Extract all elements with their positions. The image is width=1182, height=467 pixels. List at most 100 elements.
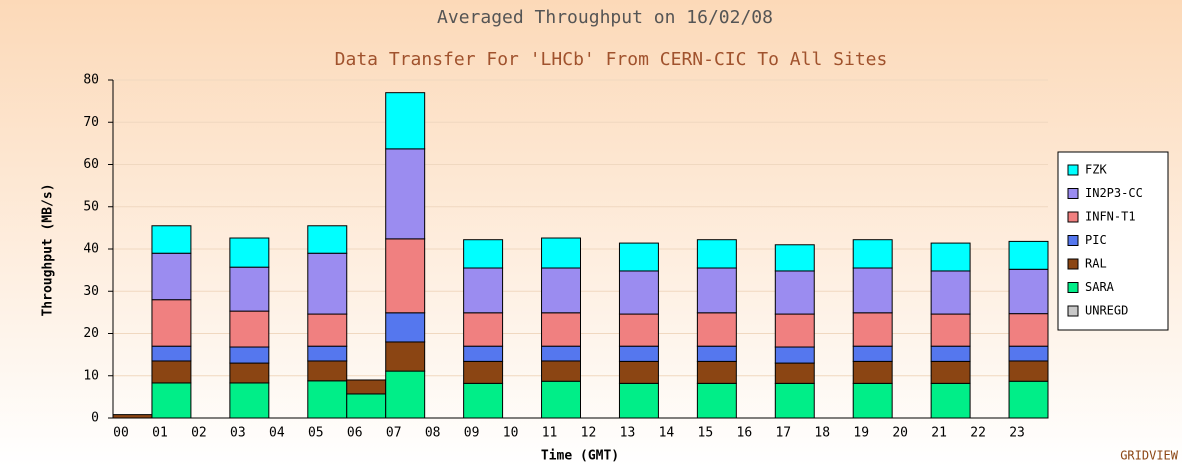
bar-segment bbox=[618, 270, 659, 315]
bar-segment bbox=[151, 225, 192, 254]
bar-segment bbox=[696, 382, 737, 419]
x-axis-title: Time (GMT) bbox=[541, 449, 619, 464]
bar-segment bbox=[1008, 240, 1049, 270]
legend-label: IN2P3-CC bbox=[1085, 186, 1143, 200]
bar-segment bbox=[463, 382, 504, 419]
y-tick-label: 80 bbox=[83, 73, 99, 88]
bar-segment bbox=[774, 313, 815, 348]
x-tick-label: 10 bbox=[503, 426, 519, 441]
bar-segment bbox=[852, 345, 893, 362]
bar-segment bbox=[463, 312, 504, 347]
chart-title: Averaged Throughput on 16/02/08 bbox=[437, 7, 773, 28]
bar-segment bbox=[229, 310, 270, 348]
bar-segment bbox=[774, 346, 815, 364]
legend-label: FZK bbox=[1085, 163, 1107, 177]
x-tick-label: 06 bbox=[347, 426, 363, 441]
x-tick-label: 23 bbox=[1009, 426, 1025, 441]
bar-segment bbox=[852, 382, 893, 419]
bar-segment bbox=[774, 270, 815, 315]
legend-label: RAL bbox=[1085, 257, 1107, 271]
y-tick-label: 70 bbox=[83, 115, 99, 130]
bar-segment bbox=[385, 312, 426, 343]
bar-segment bbox=[852, 267, 893, 314]
bar-segment bbox=[774, 362, 815, 384]
credit: GRIDVIEW bbox=[1120, 449, 1179, 463]
bar-segment bbox=[385, 92, 426, 150]
legend-label: INFN-T1 bbox=[1085, 210, 1136, 224]
legend-label: SARA bbox=[1085, 280, 1115, 294]
bar-segment bbox=[151, 252, 192, 301]
bar-segment bbox=[618, 360, 659, 384]
bar-segment bbox=[852, 312, 893, 347]
bar-segment bbox=[541, 312, 582, 347]
y-tick-label: 50 bbox=[83, 199, 99, 214]
bar-segment bbox=[229, 266, 270, 312]
bar-segment bbox=[463, 360, 504, 384]
bar-segment bbox=[151, 360, 192, 384]
legend-swatch bbox=[1067, 211, 1079, 223]
bar-segment bbox=[151, 345, 192, 362]
bar-segment bbox=[112, 414, 153, 419]
legend-swatch bbox=[1067, 164, 1079, 176]
bar-segment bbox=[696, 312, 737, 347]
bar-segment bbox=[696, 360, 737, 384]
bar-segment bbox=[696, 239, 737, 269]
x-tick-label: 16 bbox=[737, 426, 753, 441]
bar-segment bbox=[852, 360, 893, 384]
bar-segment bbox=[541, 237, 582, 269]
bar-segment bbox=[618, 382, 659, 419]
bar-segment bbox=[930, 382, 971, 419]
bar-segment bbox=[307, 252, 348, 315]
legend-swatch bbox=[1067, 258, 1079, 270]
y-tick-label: 40 bbox=[83, 242, 99, 257]
x-tick-label: 05 bbox=[308, 426, 324, 441]
y-tick-label: 10 bbox=[83, 368, 99, 383]
bar-segment bbox=[852, 239, 893, 269]
x-tick-label: 09 bbox=[464, 426, 480, 441]
bar-segment bbox=[307, 345, 348, 362]
legend-swatch bbox=[1067, 282, 1079, 293]
bar-segment bbox=[930, 360, 971, 384]
x-tick-label: 20 bbox=[892, 426, 908, 441]
bar-segment bbox=[307, 360, 348, 382]
x-tick-label: 13 bbox=[620, 426, 636, 441]
bar-segment bbox=[463, 267, 504, 314]
bar-segment bbox=[618, 313, 659, 347]
bar-segment bbox=[930, 345, 971, 362]
x-tick-label: 12 bbox=[581, 426, 597, 441]
bar-segment bbox=[774, 244, 815, 272]
bar-segment bbox=[229, 382, 270, 419]
legend-label: PIC bbox=[1085, 233, 1107, 247]
x-tick-label: 00 bbox=[113, 426, 129, 441]
bar-segment bbox=[307, 225, 348, 254]
bar-segment bbox=[463, 345, 504, 362]
bar-segment bbox=[1008, 380, 1049, 419]
bar-segment bbox=[1008, 345, 1049, 362]
x-tick-label: 08 bbox=[425, 426, 441, 441]
legend-swatch bbox=[1067, 188, 1079, 199]
bar-segment bbox=[541, 267, 582, 314]
x-tick-label: 19 bbox=[853, 426, 869, 441]
x-tick-label: 15 bbox=[698, 426, 714, 441]
bar-segment bbox=[307, 380, 348, 419]
x-tick-label: 07 bbox=[386, 426, 402, 441]
x-tick-label: 03 bbox=[230, 426, 246, 441]
y-tick-label: 0 bbox=[91, 411, 99, 426]
x-tick-label: 11 bbox=[542, 426, 558, 441]
bar-segment bbox=[696, 345, 737, 362]
bar-segment bbox=[385, 370, 426, 419]
bar-segment bbox=[229, 237, 270, 268]
bar-segment bbox=[151, 382, 192, 419]
y-tick-label: 60 bbox=[83, 157, 99, 172]
bar-segment bbox=[229, 362, 270, 384]
bar-segment bbox=[541, 345, 582, 362]
x-tick-label: 02 bbox=[191, 426, 207, 441]
x-tick-label: 17 bbox=[775, 426, 791, 441]
y-axis-title: Throughput (MB/s) bbox=[41, 183, 56, 316]
bar-segment bbox=[1008, 313, 1049, 347]
legend-swatch bbox=[1067, 235, 1079, 246]
bar-segment bbox=[1008, 268, 1049, 315]
bar-segment bbox=[307, 313, 348, 347]
